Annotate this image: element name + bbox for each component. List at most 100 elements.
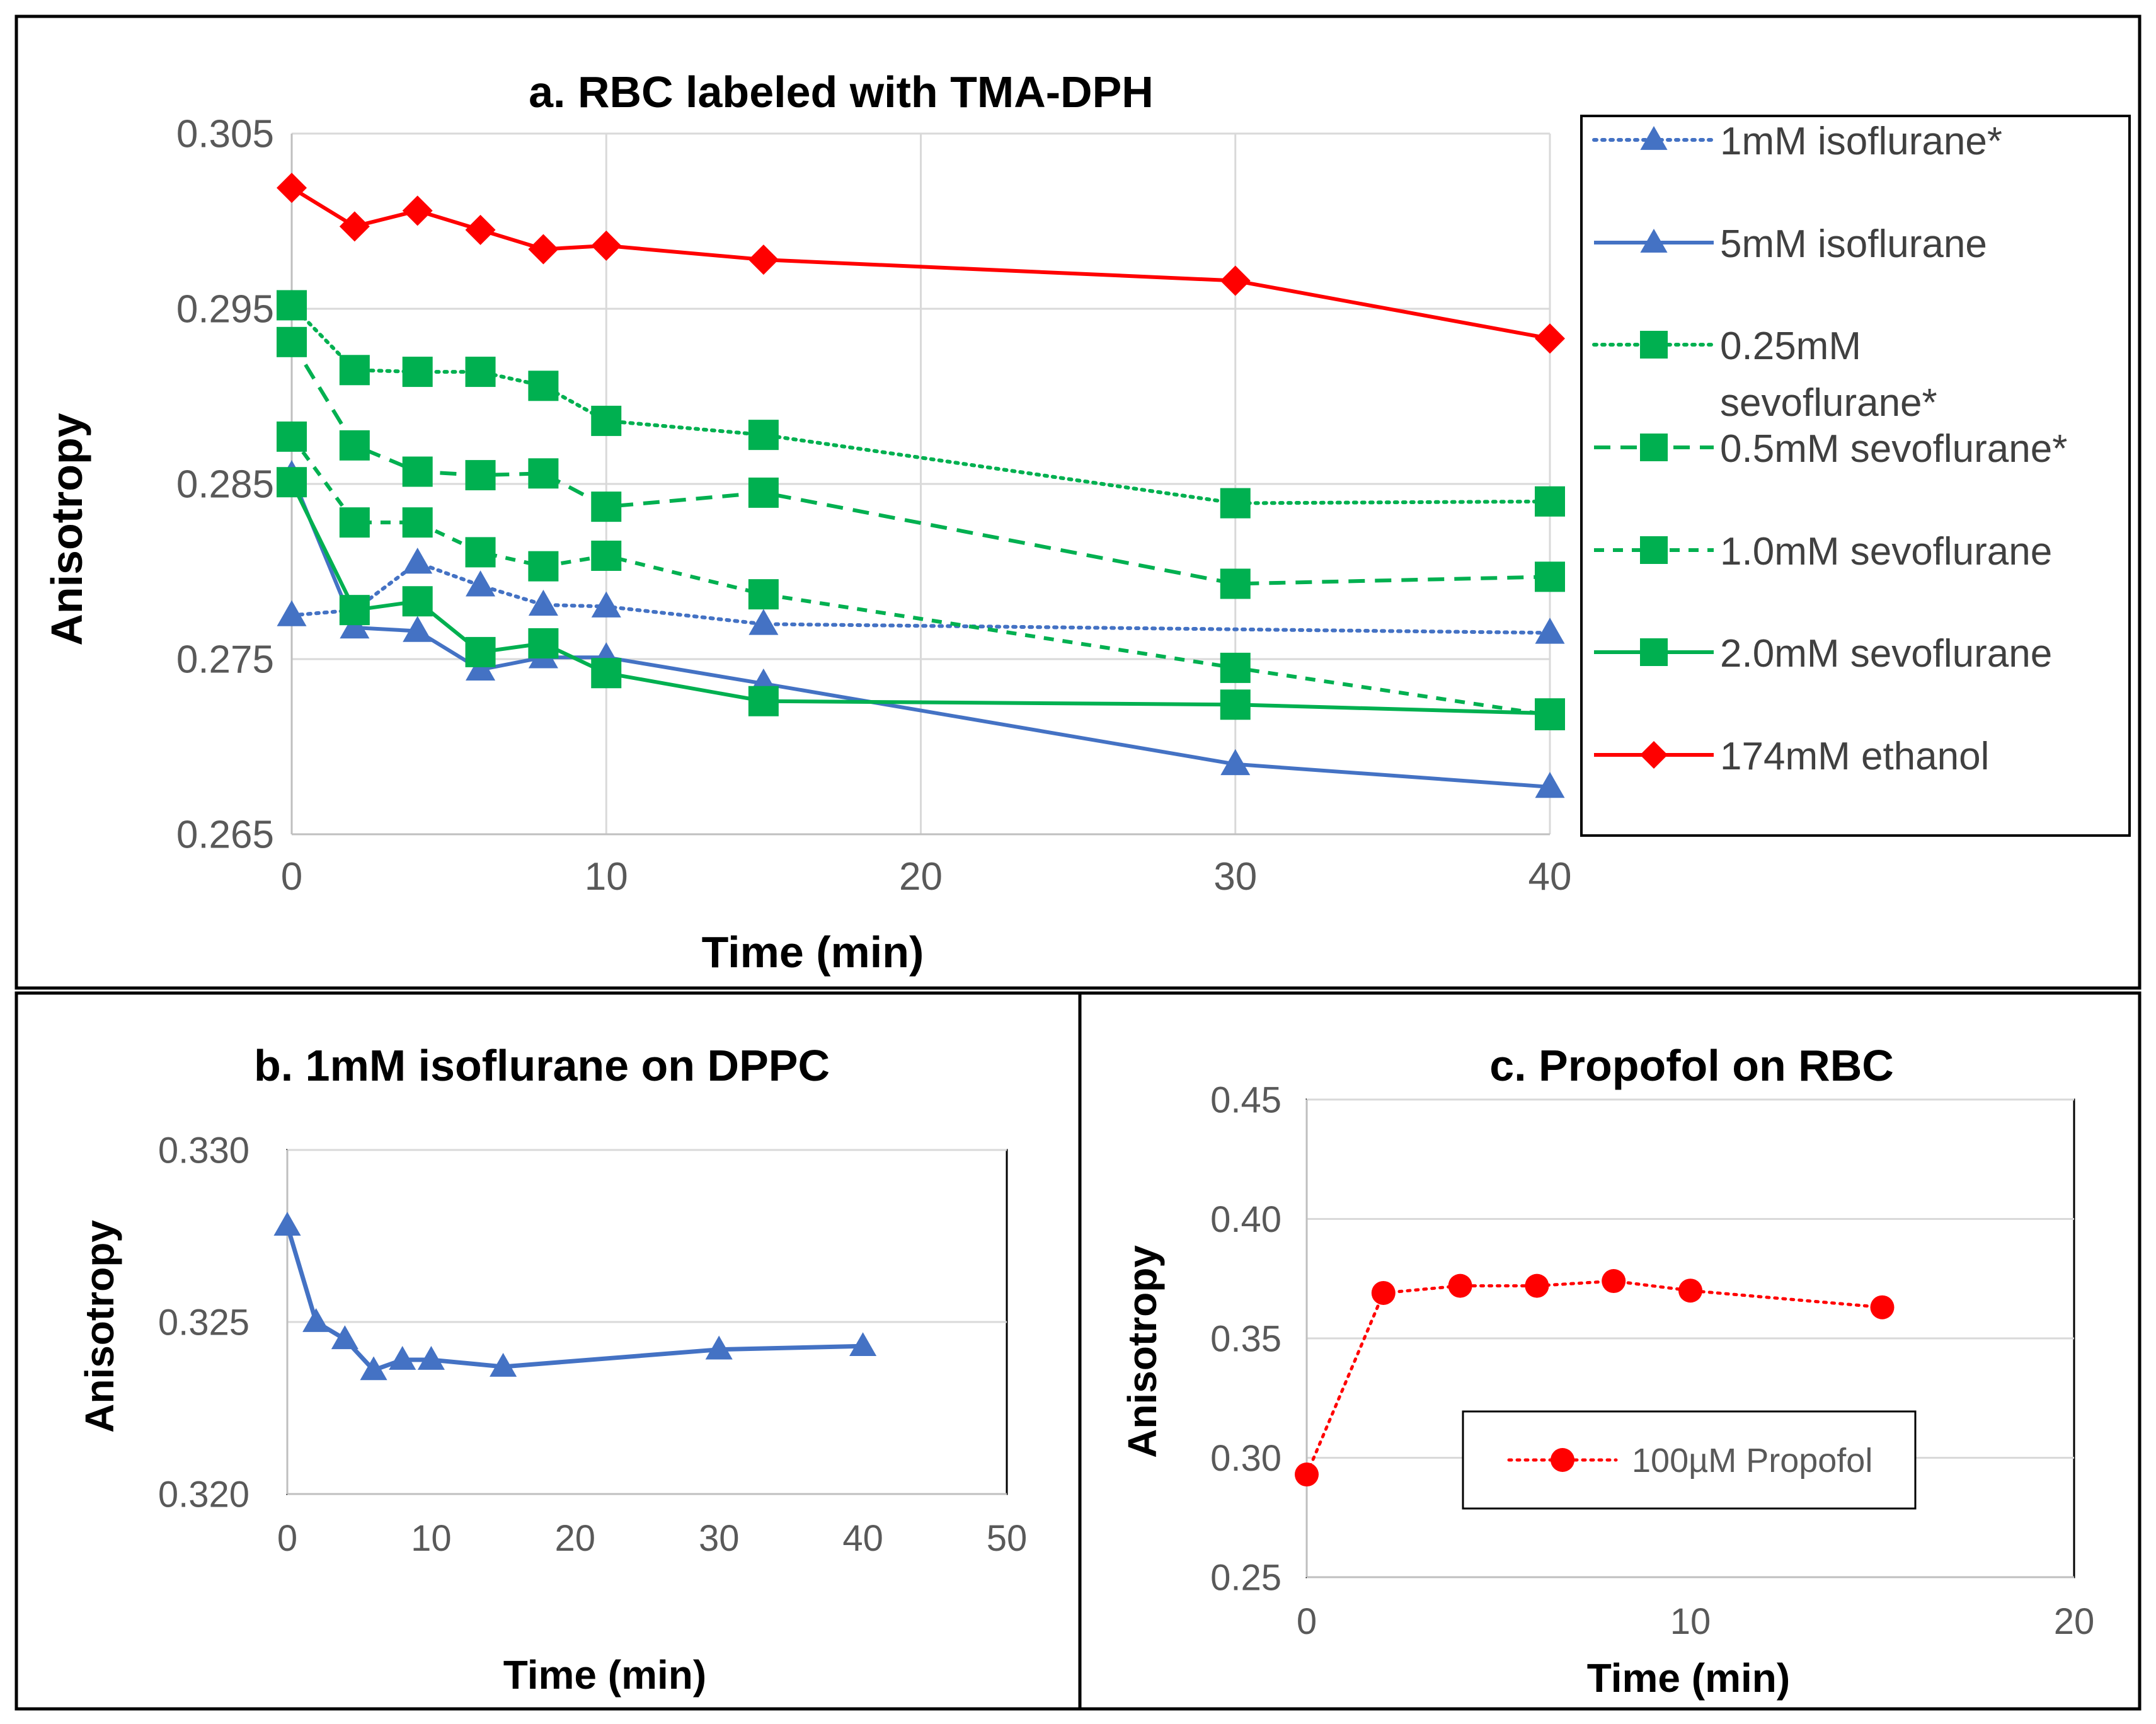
data-point-1mm-isoflurane (490, 1352, 517, 1377)
data-point-1-0mm-sevoflurane (591, 540, 622, 571)
y-tick-label: 0.305 (176, 113, 274, 156)
legend-label-0-25mm-sevoflurane: 0.25mM sevoflurane* (1720, 325, 1937, 425)
legend-entry-0-25mm-sevoflurane: 0.25mM sevoflurane* (1592, 325, 1937, 425)
x-tick-label: 50 (987, 1518, 1028, 1559)
legend-label-0-5mm-sevoflurane: 0.5mM sevoflurane* (1720, 427, 2067, 471)
data-point-1mm-isoflurane (331, 1325, 358, 1350)
y-tick-label: 0.30 (1210, 1438, 1282, 1479)
data-point-1mm-isoflurane (528, 589, 558, 616)
data-point-1mm-isoflurane (591, 591, 621, 618)
y-tick-label: 0.40 (1210, 1199, 1282, 1240)
legend-entry-5mm-isoflurane: 5mM isoflurane (1594, 222, 1987, 266)
series-100um-propofol (1295, 1269, 1895, 1487)
data-point-2-0mm-sevoflurane (591, 658, 622, 689)
y-tick-label: 0.285 (176, 463, 274, 507)
series-1mm-isoflurane (273, 1212, 877, 1381)
data-point-1mm-isoflurane (1535, 618, 1565, 644)
data-point-5mm-isoflurane (1220, 749, 1251, 776)
legend-marker-1mm-isoflurane (1640, 126, 1668, 150)
x-tick-label: 10 (585, 855, 628, 899)
series-2-0mm-sevoflurane (277, 467, 1565, 729)
panel-c-y-axis-label: Anisotropy (1120, 1245, 1165, 1458)
data-point-0-5mm-sevoflurane (1220, 568, 1251, 599)
legend-label-2-0mm-sevoflurane: 2.0mM sevoflurane (1720, 632, 2052, 675)
series-174mm-ethanol (277, 173, 1565, 354)
x-tick-label: 30 (699, 1518, 740, 1559)
data-point-1mm-isoflurane (748, 609, 779, 635)
y-tick-label: 0.275 (176, 638, 274, 682)
data-point-2-0mm-sevoflurane (339, 595, 370, 626)
y-tick-label: 0.295 (176, 288, 274, 331)
data-point-1mm-isoflurane (302, 1308, 330, 1332)
panel-b-y-axis-label: Anisotropy (77, 1220, 122, 1433)
y-tick-label: 0.35 (1210, 1318, 1282, 1359)
panel-c-legend: 100µM Propofol (1462, 1410, 1917, 1510)
legend-entry-1mm-isoflurane: 1mM isoflurane* (1592, 120, 2002, 163)
data-point-0-5mm-sevoflurane (277, 326, 307, 357)
data-point-2-0mm-sevoflurane (465, 636, 496, 667)
data-point-1-0mm-sevoflurane (528, 551, 559, 582)
data-point-1mm-isoflurane (466, 570, 496, 597)
data-point-5mm-isoflurane (1535, 771, 1565, 798)
data-point-0-25mm-sevoflurane (277, 290, 307, 321)
data-point-1mm-isoflurane (403, 548, 433, 574)
series-line-0-5mm-sevoflurane (290, 341, 1551, 586)
y-tick-label: 0.330 (158, 1130, 249, 1171)
data-point-0-25mm-sevoflurane (1220, 488, 1251, 519)
data-point-0-25mm-sevoflurane (528, 371, 559, 401)
data-point-1-0mm-sevoflurane (748, 579, 779, 610)
panel-b-x-axis-label: Time (min) (503, 1652, 706, 1698)
panel-a-title: a. RBC labeled with TMA-DPH (529, 67, 1154, 117)
data-point-0-25mm-sevoflurane (591, 405, 622, 436)
legend-marker-0-25mm-sevoflurane (1640, 331, 1668, 359)
data-point-1mm-isoflurane (360, 1356, 387, 1381)
y-tick-label: 0.320 (158, 1474, 249, 1515)
data-point-2-0mm-sevoflurane (277, 467, 307, 498)
data-point-100um-propofol (1448, 1273, 1472, 1298)
data-point-1-0mm-sevoflurane (1220, 652, 1251, 683)
data-point-1-0mm-sevoflurane (402, 507, 433, 538)
data-point-2-0mm-sevoflurane (402, 586, 433, 617)
data-point-1-0mm-sevoflurane (277, 421, 307, 452)
data-point-174mm-ethanol (1220, 265, 1251, 296)
series-0-25mm-sevoflurane (277, 290, 1565, 519)
data-point-0-25mm-sevoflurane (402, 357, 433, 388)
legend-marker-2-0mm-sevoflurane (1640, 638, 1668, 666)
legend-marker-174mm-ethanol (1640, 741, 1668, 769)
data-point-5mm-isoflurane (403, 616, 433, 642)
x-tick-label: 40 (842, 1518, 883, 1559)
data-point-174mm-ethanol (748, 244, 779, 275)
data-point-1mm-isoflurane (277, 600, 307, 626)
x-tick-label: 20 (899, 855, 943, 899)
legend-marker-5mm-isoflurane (1640, 229, 1668, 253)
data-point-1-0mm-sevoflurane (465, 537, 496, 568)
panel-b-chart: b. 1mM isoflurane on DPPC 0.320 0.325 0.33… (14, 991, 1082, 1711)
legend-entry-174mm-ethanol: 174mM ethanol (1594, 735, 1989, 778)
x-tick-label: 20 (555, 1518, 596, 1559)
data-point-100um-propofol (1525, 1273, 1549, 1298)
data-point-1mm-isoflurane (705, 1335, 733, 1360)
data-point-174mm-ethanol (277, 173, 307, 204)
data-point-0-5mm-sevoflurane (402, 456, 433, 487)
panel-b-title: b. 1mM isoflurane on DPPC (254, 1041, 830, 1090)
y-tick-label: 0.265 (176, 813, 274, 857)
legend-label-5mm-isoflurane: 5mM isoflurane (1720, 222, 1987, 266)
data-point-100um-propofol (1371, 1280, 1396, 1305)
panel-c-x-axis-label: Time (min) (1587, 1655, 1790, 1701)
x-tick-label: 10 (1670, 1601, 1711, 1642)
data-point-5mm-isoflurane (466, 654, 496, 681)
legend-entry-0-5mm-sevoflurane: 0.5mM sevoflurane* (1594, 427, 2067, 471)
legend-marker-100um-propofol (1551, 1448, 1574, 1472)
x-tick-label: 40 (1528, 855, 1572, 899)
x-tick-label: 20 (2054, 1601, 2095, 1642)
data-point-174mm-ethanol (591, 230, 622, 261)
data-point-174mm-ethanol (528, 234, 559, 265)
legend-label-1-0mm-sevoflurane: 1.0mM sevoflurane (1720, 530, 2052, 573)
x-tick-label: 0 (277, 1518, 297, 1559)
data-point-174mm-ethanol (465, 214, 496, 245)
y-tick-label: 0.45 (1210, 1079, 1282, 1120)
data-point-0-25mm-sevoflurane (748, 420, 779, 451)
legend-entry-1-0mm-sevoflurane: 1.0mM sevoflurane (1594, 530, 2052, 573)
data-point-1mm-isoflurane (389, 1346, 416, 1370)
